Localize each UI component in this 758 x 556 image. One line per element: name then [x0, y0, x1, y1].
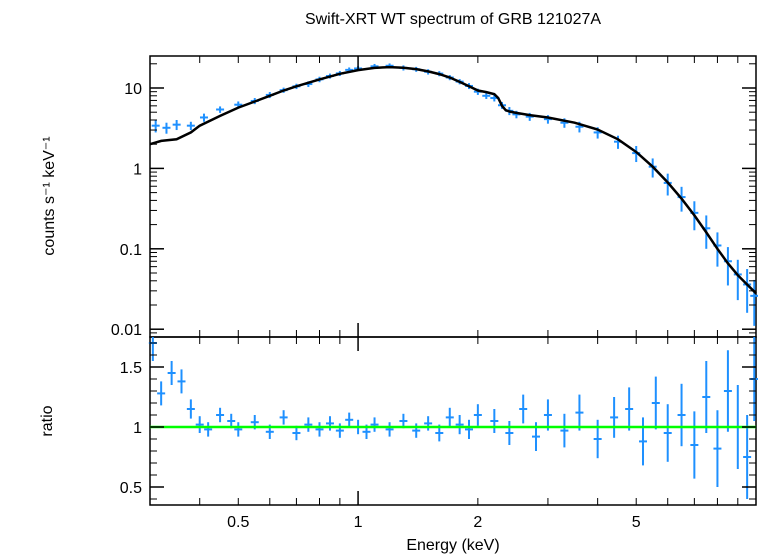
ratio-y-axis: 0.5 1 1.5 [120, 342, 756, 500]
spectrum-x-ticks [149, 56, 757, 351]
ratio-plot-frame [149, 336, 757, 506]
ratio-points [148, 342, 758, 458]
ratio-y-tick-label: 1 [133, 420, 142, 437]
spectrum-y-tick-label: 0.01 [111, 322, 142, 339]
x-tick-label: 5 [632, 514, 641, 531]
spectrum-y-tick-label: 10 [124, 81, 142, 98]
spectrum-plot-frame [149, 55, 757, 338]
chart-title: Swift-XRT WT spectrum of GRB 121027A [305, 11, 601, 28]
spectrum-panel: 0.01 0.1 1 10 counts s⁻¹ keV⁻¹ [41, 55, 758, 351]
ratio-y-tick-label: 0.5 [120, 480, 142, 497]
ratio-panel: 0.5 1 1.5 0.5 1 2 5 ratio Energy (keV) [39, 336, 758, 554]
spectrum-y-axis-label: counts s⁻¹ keV⁻¹ [41, 136, 58, 255]
x-tick-label: 1 [354, 514, 363, 531]
spectrum-model-line [149, 65, 757, 295]
ratio-x-axis: 0.5 1 2 5 [149, 337, 757, 531]
x-axis-label: Energy (keV) [406, 537, 499, 554]
x-tick-label: 0.5 [227, 514, 249, 531]
ratio-y-tick-label: 1.5 [120, 360, 142, 377]
x-tick-label: 2 [473, 514, 482, 531]
spectrum-errorbars [154, 63, 756, 326]
spectrum-y-axis: 0.01 0.1 1 10 [111, 63, 756, 339]
spectrum-y-tick-label: 0.1 [120, 242, 142, 259]
ratio-y-axis-label: ratio [39, 405, 56, 436]
spectrum-y-tick-label: 1 [133, 161, 142, 178]
